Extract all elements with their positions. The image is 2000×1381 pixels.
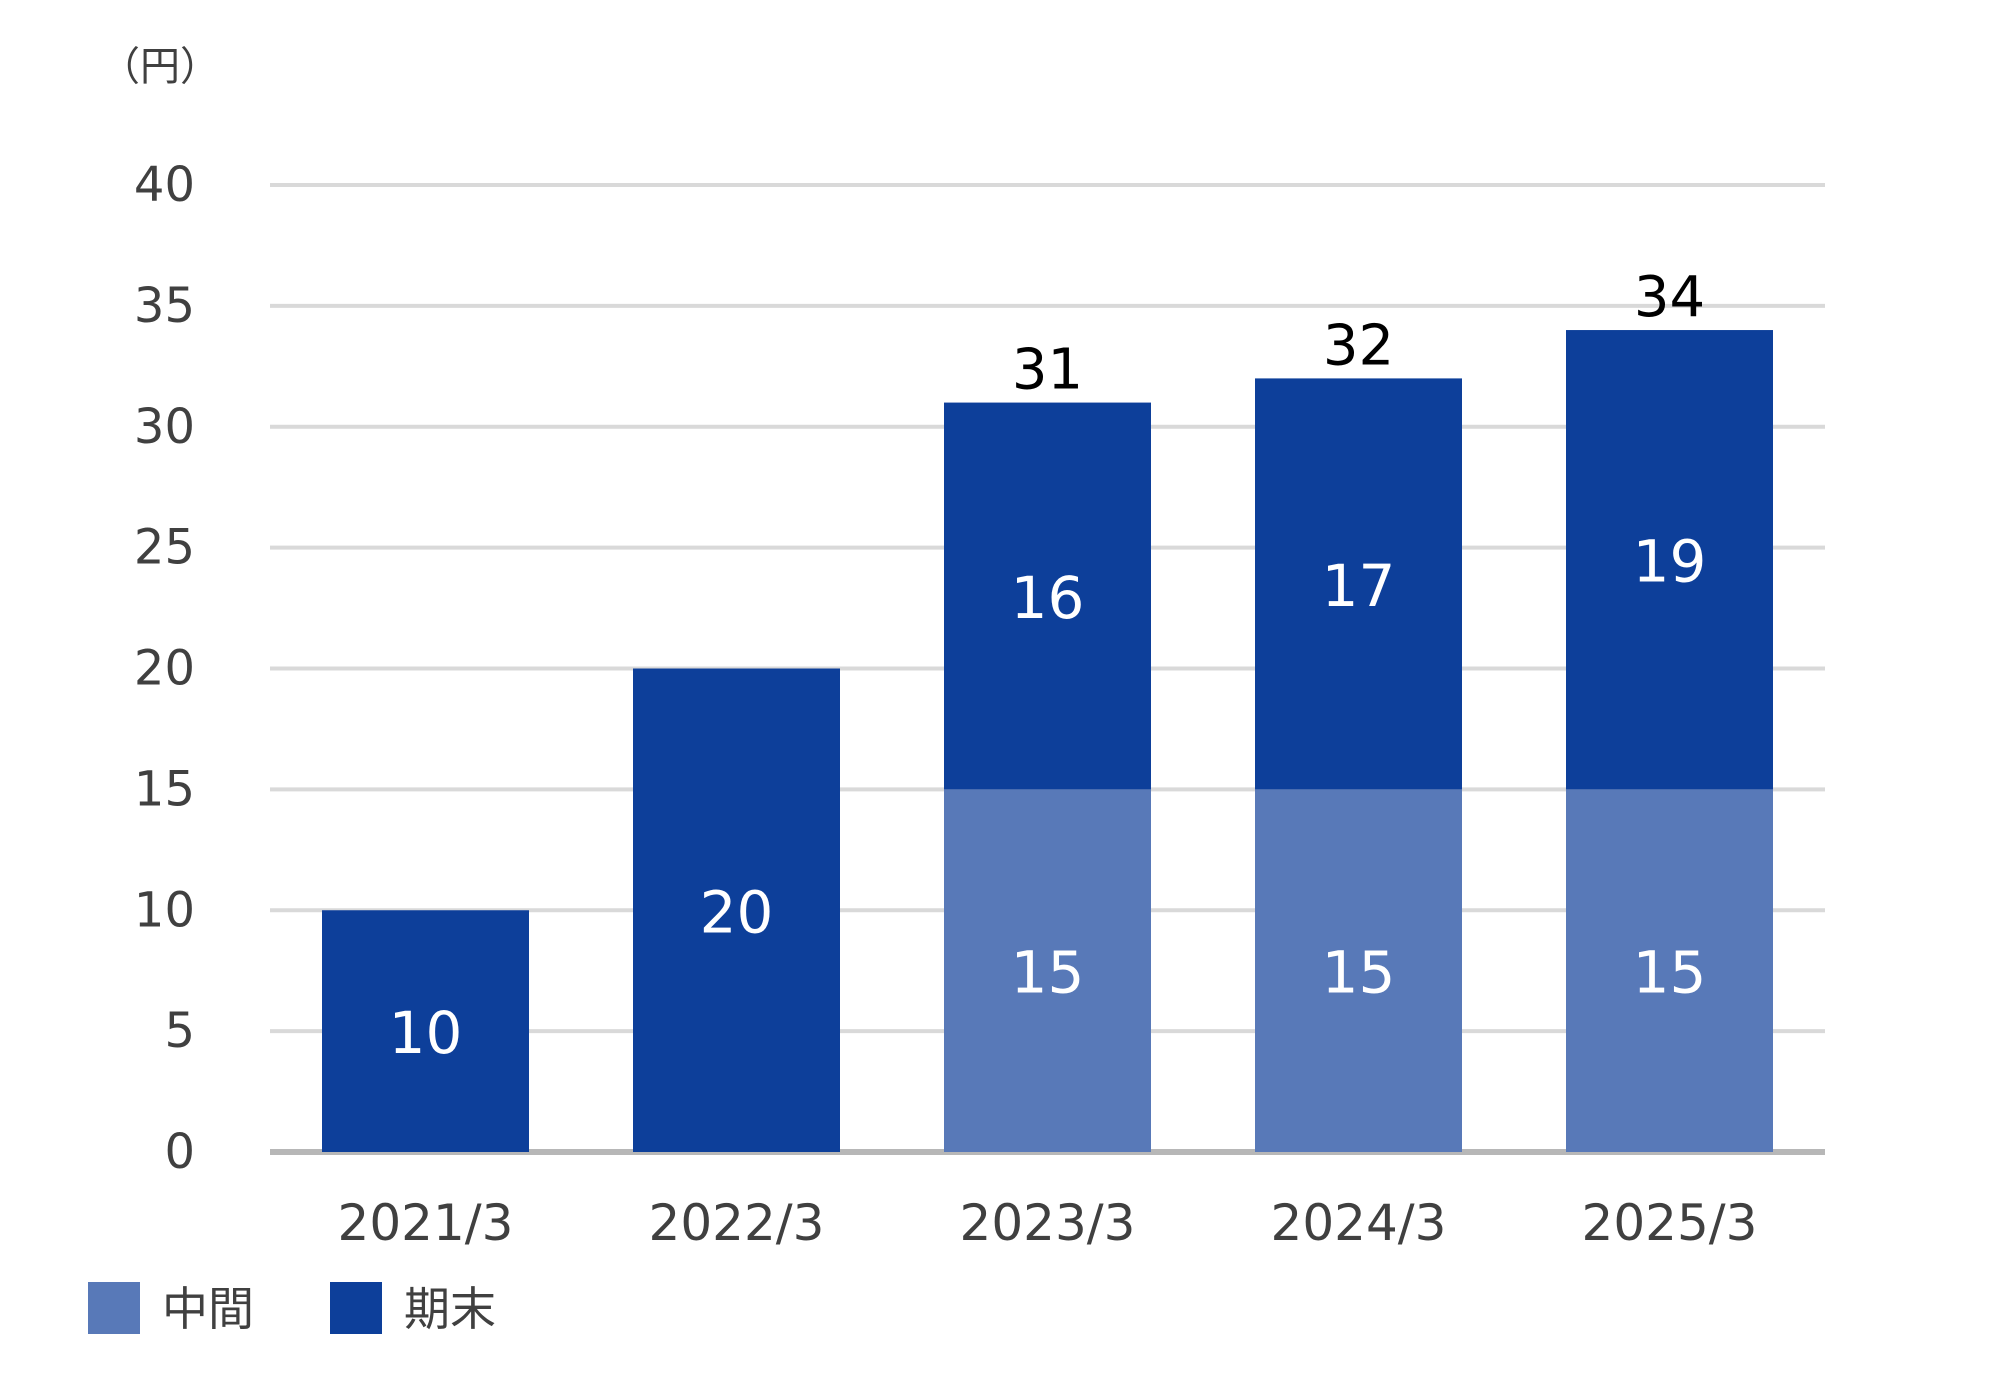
x-tick-label: 2021/3 <box>338 1194 514 1252</box>
bar-value-label: 17 <box>1322 552 1396 620</box>
y-tick-label: 15 <box>134 761 195 817</box>
y-tick-label: 5 <box>164 1003 195 1059</box>
x-tick-label: 2023/3 <box>960 1194 1136 1252</box>
bar-value-label: 16 <box>1011 564 1085 632</box>
legend-label: 中間 <box>162 1282 254 1336</box>
bar-segment <box>1566 789 1773 1152</box>
y-tick-label: 40 <box>134 157 195 213</box>
x-tick-label: 2022/3 <box>649 1194 825 1252</box>
y-tick-label: 20 <box>134 641 195 697</box>
y-axis-ticks: 0 5 10 15 20 25 30 35 40 <box>134 157 195 1180</box>
y-tick-label: 35 <box>134 278 195 334</box>
y-tick-label: 30 <box>134 399 195 455</box>
bar-segment <box>944 789 1151 1152</box>
x-tick-label: 2025/3 <box>1582 1194 1758 1252</box>
total-label: 34 <box>1634 265 1705 330</box>
bar-segment <box>944 402 1151 790</box>
bar-segment <box>1566 330 1773 790</box>
bar-segment <box>633 668 840 1152</box>
legend-swatch <box>330 1282 382 1334</box>
bar-segment <box>1255 378 1462 790</box>
bars: 10 20 15 16 15 17 15 19 <box>322 330 1773 1152</box>
bar-value-label: 10 <box>389 999 463 1067</box>
x-tick-label: 2024/3 <box>1271 1194 1447 1252</box>
bar-value-label: 15 <box>1322 939 1396 1007</box>
total-labels: 31 32 34 <box>1012 265 1705 403</box>
legend-label: 期末 <box>404 1282 496 1336</box>
y-tick-label: 25 <box>134 520 195 576</box>
x-axis-labels: 2021/3 2022/3 2023/3 2024/3 2025/3 <box>338 1194 1758 1252</box>
y-tick-label: 0 <box>164 1124 195 1180</box>
legend: 中間 期末 <box>88 1282 496 1336</box>
bar-segment <box>1255 789 1462 1152</box>
bar-segment <box>322 910 529 1152</box>
y-tick-label: 10 <box>134 882 195 938</box>
legend-swatch <box>88 1282 140 1334</box>
total-label: 32 <box>1323 313 1394 378</box>
bar-value-label: 15 <box>1011 939 1085 1007</box>
bar-value-label: 15 <box>1633 939 1707 1007</box>
bar-value-label: 20 <box>700 878 774 946</box>
total-label: 31 <box>1012 338 1083 403</box>
y-unit-label: （円） <box>100 44 220 90</box>
bar-value-label: 19 <box>1633 528 1707 596</box>
